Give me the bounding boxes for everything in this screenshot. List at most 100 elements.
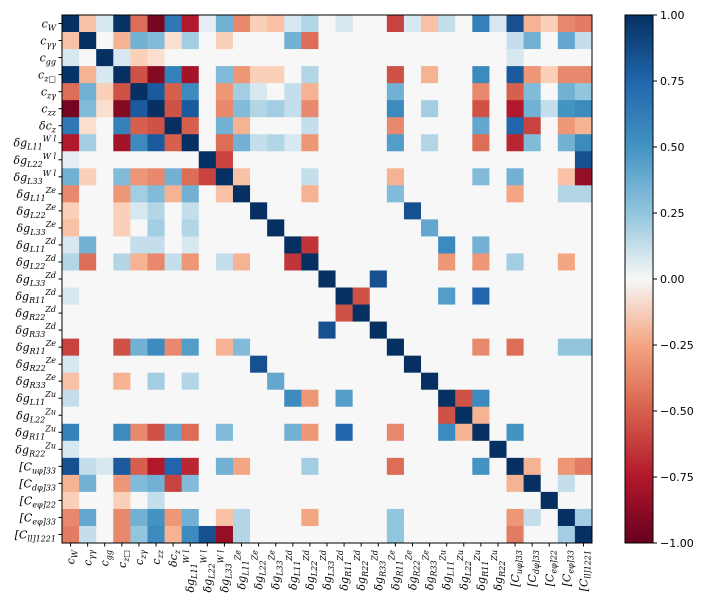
heatmap-cell (369, 423, 388, 442)
heatmap-cell (232, 32, 251, 50)
heatmap-cell (164, 185, 183, 203)
heatmap-cell (198, 83, 217, 101)
heatmap-cell (506, 202, 525, 220)
heatmap-cell (232, 474, 251, 493)
heatmap-cell (557, 202, 576, 220)
x-tick-label: cW (65, 549, 80, 564)
heatmap-cell (523, 440, 542, 459)
heatmap-cell (62, 117, 80, 135)
heatmap-cell (267, 236, 285, 254)
heatmap-cell (506, 440, 525, 459)
heatmap-cell (215, 100, 234, 118)
heatmap-cell (523, 508, 542, 527)
heatmap-cell (284, 338, 302, 357)
heatmap-cell (284, 440, 302, 459)
heatmap-cell (352, 406, 371, 425)
heatmap-cell (147, 253, 165, 271)
heatmap-cell (489, 117, 507, 135)
heatmap-cell (540, 83, 559, 101)
heatmap-cell (472, 321, 490, 340)
heatmap-cell (489, 423, 507, 442)
heatmap-cell (318, 491, 336, 510)
heatmap-cell (79, 440, 97, 459)
heatmap-cell (147, 15, 165, 33)
heatmap-cell (369, 372, 388, 391)
x-tick-label: δgR11Ze (387, 550, 404, 590)
heatmap-cell (62, 355, 80, 374)
heatmap-cell (79, 219, 97, 237)
heatmap-cell (113, 100, 131, 118)
heatmap-cell (267, 83, 285, 101)
y-tick-label: [Ceφ]22 (20, 494, 56, 509)
heatmap-cell (267, 49, 285, 67)
heatmap-cell (455, 372, 473, 391)
heatmap-cell (540, 525, 559, 544)
heatmap-cell (403, 338, 422, 357)
heatmap-cell (198, 287, 217, 305)
heatmap-cell (198, 134, 217, 152)
heatmap-cell (455, 491, 473, 510)
heatmap-cell (301, 372, 319, 391)
heatmap-cell (130, 423, 148, 442)
heatmap-cell (250, 219, 268, 237)
heatmap-cell (215, 185, 234, 203)
heatmap-cell (455, 389, 473, 408)
heatmap-cell (62, 15, 80, 33)
heatmap-cell (438, 83, 456, 101)
heatmap-cell (130, 49, 148, 67)
heatmap-cell (557, 457, 576, 476)
heatmap-cell (472, 406, 490, 425)
heatmap-cell (232, 321, 251, 340)
heatmap-cell (181, 355, 200, 374)
y-tick-label: δgL11W l (14, 135, 57, 152)
heatmap-cell (96, 253, 114, 271)
heatmap-cell (523, 338, 542, 357)
heatmap-cell (386, 508, 405, 527)
heatmap-cell (386, 440, 405, 459)
heatmap-cell (438, 185, 456, 203)
heatmap-cell (523, 219, 542, 237)
heatmap-cell (147, 100, 165, 118)
heatmap-cell (250, 491, 268, 510)
heatmap-cell (574, 202, 593, 220)
heatmap-cell (62, 321, 80, 340)
heatmap-cell (506, 117, 525, 135)
heatmap-cell (421, 304, 439, 322)
heatmap-cell (540, 304, 559, 322)
heatmap-cell (523, 236, 542, 254)
heatmap-cell (489, 338, 507, 357)
heatmap-cell (489, 15, 507, 33)
heatmap-cell (506, 355, 525, 374)
heatmap-cell (574, 338, 593, 357)
heatmap-cell (130, 491, 148, 510)
heatmap-cell (438, 423, 456, 442)
heatmap-cell (62, 134, 80, 152)
heatmap-cell (403, 270, 422, 288)
heatmap-cell (164, 423, 183, 442)
heatmap-cell (557, 32, 576, 50)
heatmap-cell (96, 440, 114, 459)
heatmap-cell (369, 66, 388, 84)
heatmap-cell (352, 372, 371, 391)
heatmap-cell (523, 406, 542, 425)
heatmap-cell (164, 134, 183, 152)
heatmap-cell (574, 185, 593, 203)
heatmap-cell (62, 474, 80, 493)
heatmap-cell (232, 134, 251, 152)
heatmap-cell (421, 474, 439, 493)
heatmap-cell (284, 474, 302, 493)
heatmap-cell (232, 236, 251, 254)
heatmap-cell (574, 219, 593, 237)
heatmap-cell (369, 355, 388, 374)
heatmap-cell (130, 440, 148, 459)
y-tick-label: δgR22Zu (15, 441, 56, 458)
heatmap-cell (472, 338, 490, 357)
heatmap-cell (438, 66, 456, 84)
heatmap-cell (506, 491, 525, 510)
heatmap-cell (540, 151, 559, 169)
heatmap-cell (181, 202, 200, 220)
heatmap-cell (181, 168, 200, 186)
heatmap-cell (113, 134, 131, 152)
heatmap-cell (574, 321, 593, 340)
heatmap-cell (318, 423, 336, 442)
